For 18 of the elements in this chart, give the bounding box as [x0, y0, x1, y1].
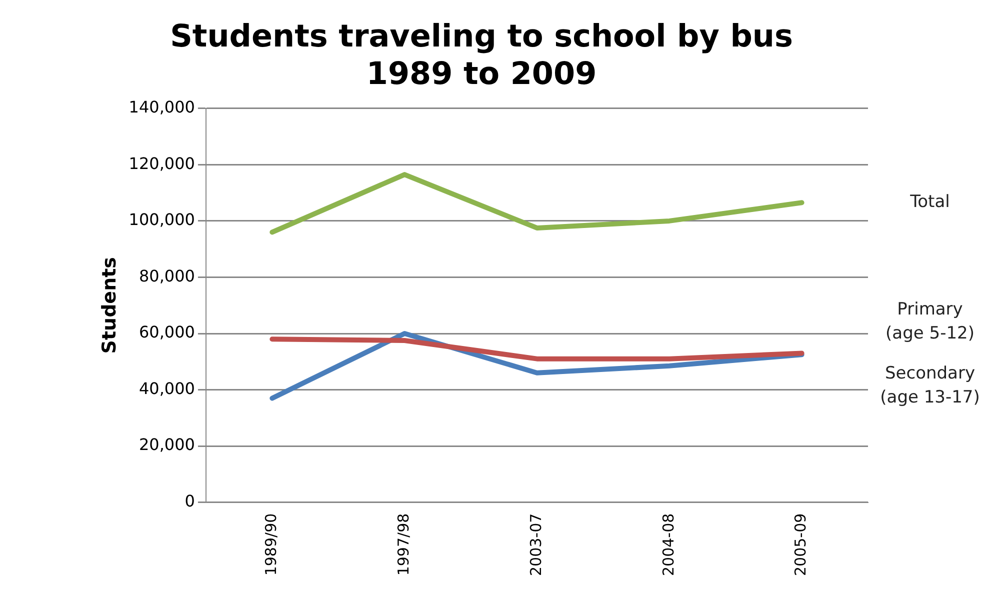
x-tick-label: 1989/90 — [262, 513, 280, 576]
y-tick-label: 80,000 — [138, 266, 195, 286]
y-tick-label: 60,000 — [138, 322, 195, 342]
x-tick-label: 2003-07 — [526, 513, 545, 576]
y-tick-label: 0 — [184, 491, 195, 510]
x-tick-label: 2004-08 — [659, 513, 678, 576]
y-tick-label: 40,000 — [138, 378, 195, 398]
text: Secondary (age 13-17) — [880, 363, 980, 408]
y-tick-label: 100,000 — [128, 210, 195, 230]
text: Primary (age 5-12) — [886, 299, 974, 344]
text: Total — [909, 192, 950, 212]
chart-title: Students traveling to school by bus 1989 to 2009 — [170, 18, 793, 92]
y-axis-title: Students — [98, 257, 120, 354]
x-tick-label: 2005-09 — [792, 513, 810, 576]
y-tick-label: 20,000 — [138, 435, 195, 454]
y-tick-label: 120,000 — [128, 154, 195, 173]
x-tick-label: 1997/98 — [394, 513, 412, 576]
y-tick-label: 140,000 — [128, 98, 195, 117]
